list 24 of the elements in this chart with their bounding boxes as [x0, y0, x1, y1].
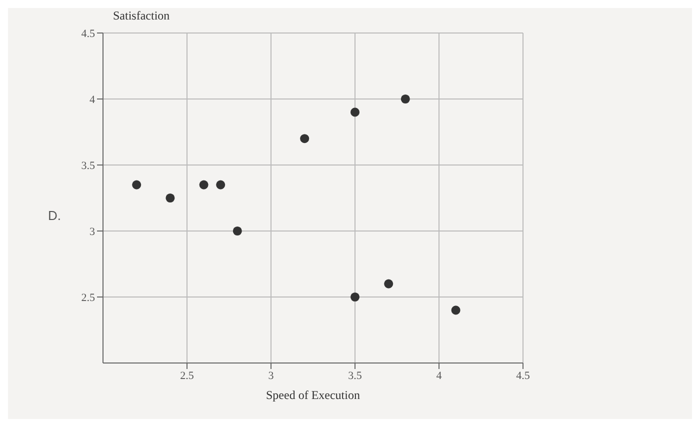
x-tick-label: 3 [268, 370, 274, 382]
y-tick-label: 4 [90, 94, 96, 106]
x-axis-title: Speed of Execution [266, 388, 360, 402]
point [350, 292, 360, 302]
point [199, 180, 208, 190]
x-tick-label: 3.5 [348, 370, 362, 382]
point [350, 108, 360, 117]
x-tick-label: 4.5 [516, 370, 530, 382]
y-tick-label: 4.5 [81, 28, 96, 40]
x-tick-label: 2.5 [180, 370, 194, 382]
point [451, 306, 460, 315]
y-tick-label: 3.5 [81, 160, 96, 172]
y-tick-label: 2.5 [81, 292, 96, 304]
text: D. [48, 208, 61, 223]
point [384, 279, 394, 288]
y-axis-title: Satisfaction [113, 8, 170, 23]
point [166, 193, 175, 203]
point [132, 180, 142, 190]
point [400, 94, 410, 104]
x-tick-label: 4 [436, 370, 442, 382]
point [232, 226, 242, 236]
y-tick-label: 3 [90, 226, 96, 238]
point [216, 180, 226, 190]
point [300, 134, 310, 144]
